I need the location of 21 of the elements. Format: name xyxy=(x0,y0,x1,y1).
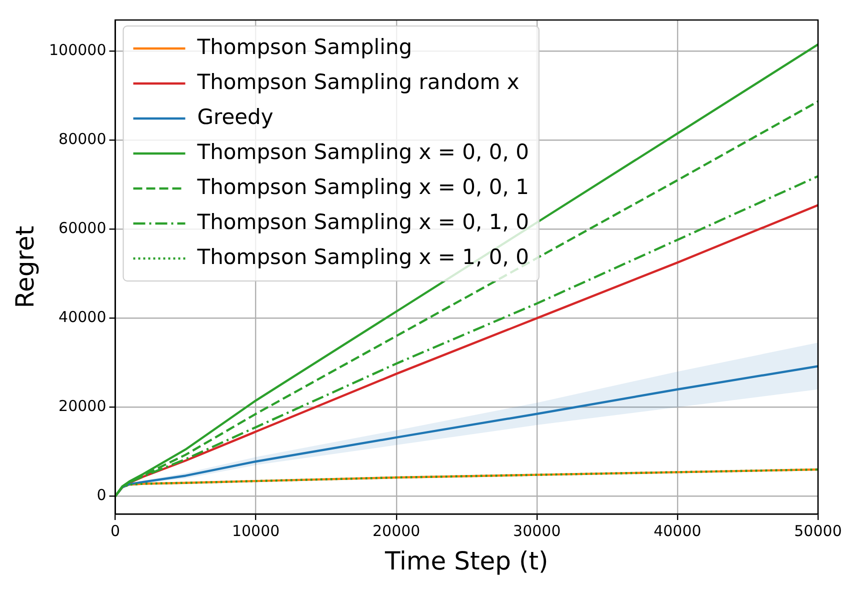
y-tick-label: 40000 xyxy=(58,308,106,326)
y-tick-label: 20000 xyxy=(58,397,106,416)
x-axis-title: Time Step (t) xyxy=(384,546,548,576)
legend-label: Thompson Sampling random x xyxy=(196,70,520,94)
y-tick-label: 60000 xyxy=(58,219,106,238)
y-tick-label: 80000 xyxy=(58,130,106,148)
x-tick-label: 10000 xyxy=(232,522,280,540)
y-tick-label: 0 xyxy=(96,486,106,504)
x-tick-label: 50000 xyxy=(794,522,842,540)
legend-label: Thompson Sampling xyxy=(196,34,412,59)
y-axis-title: Regret xyxy=(10,226,40,308)
y-tick-label: 100000 xyxy=(48,41,106,60)
x-tick-label: 0 xyxy=(110,522,120,540)
legend-label: Thompson Sampling x = 0, 1, 0 xyxy=(196,210,529,234)
legend-label: Thompson Sampling x = 1, 0, 0 xyxy=(196,244,529,269)
x-tick-label: 40000 xyxy=(654,522,702,540)
x-tick-label: 20000 xyxy=(372,522,420,540)
x-tick-label: 30000 xyxy=(513,522,561,540)
legend-label: Thompson Sampling x = 0, 0, 0 xyxy=(196,140,529,164)
legend-label: Thompson Sampling x = 0, 0, 1 xyxy=(196,174,529,199)
legend-label: Greedy xyxy=(197,104,274,129)
